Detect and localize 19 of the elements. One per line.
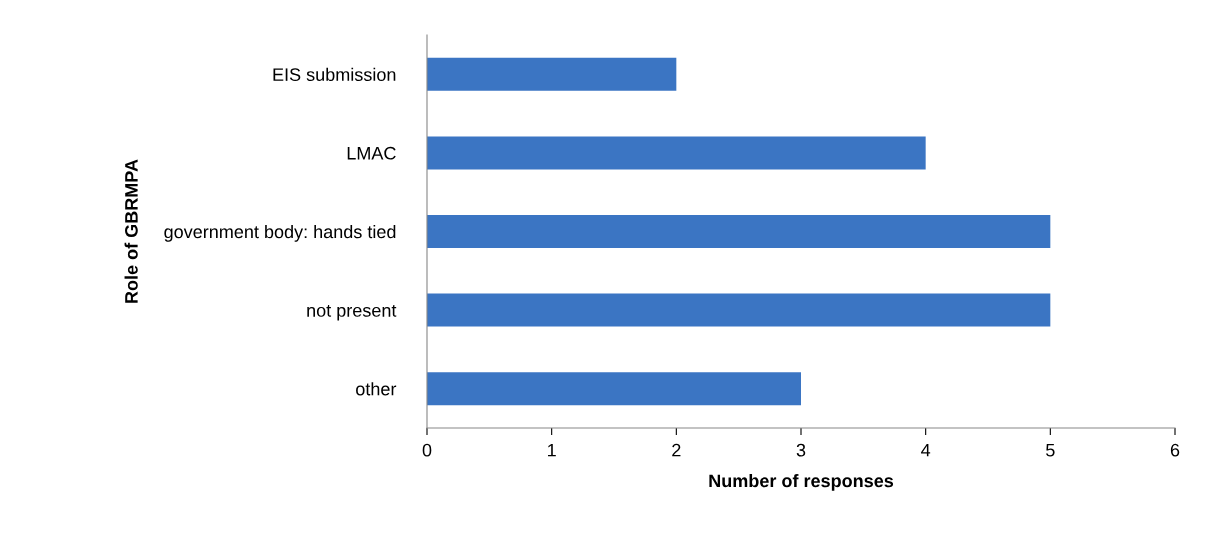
x-tick-label: 5 [1046,443,1055,457]
x-tick-label: 3 [796,443,806,457]
x-tick-label: 1 [548,443,556,457]
x-tick-label: 0 [422,443,432,457]
bar [427,136,926,170]
y-tick-label: LMAC [347,146,396,160]
y-tick-label: other [356,382,397,396]
bar [427,57,677,91]
y-axis-title: Role of GBRMPA [124,159,138,303]
y-tick-label: government body: hands tied [164,224,396,242]
y-tick-label: not present [307,304,397,321]
x-tick-label: 2 [672,443,681,457]
bar [427,293,1051,327]
y-tick-label: EIS submission [273,67,396,82]
bar [427,372,801,406]
x-axis-title: Number of responses [709,474,894,491]
bar [427,214,1051,249]
x-tick-label: 4 [921,443,931,457]
x-tick-label: 6 [1170,443,1180,457]
